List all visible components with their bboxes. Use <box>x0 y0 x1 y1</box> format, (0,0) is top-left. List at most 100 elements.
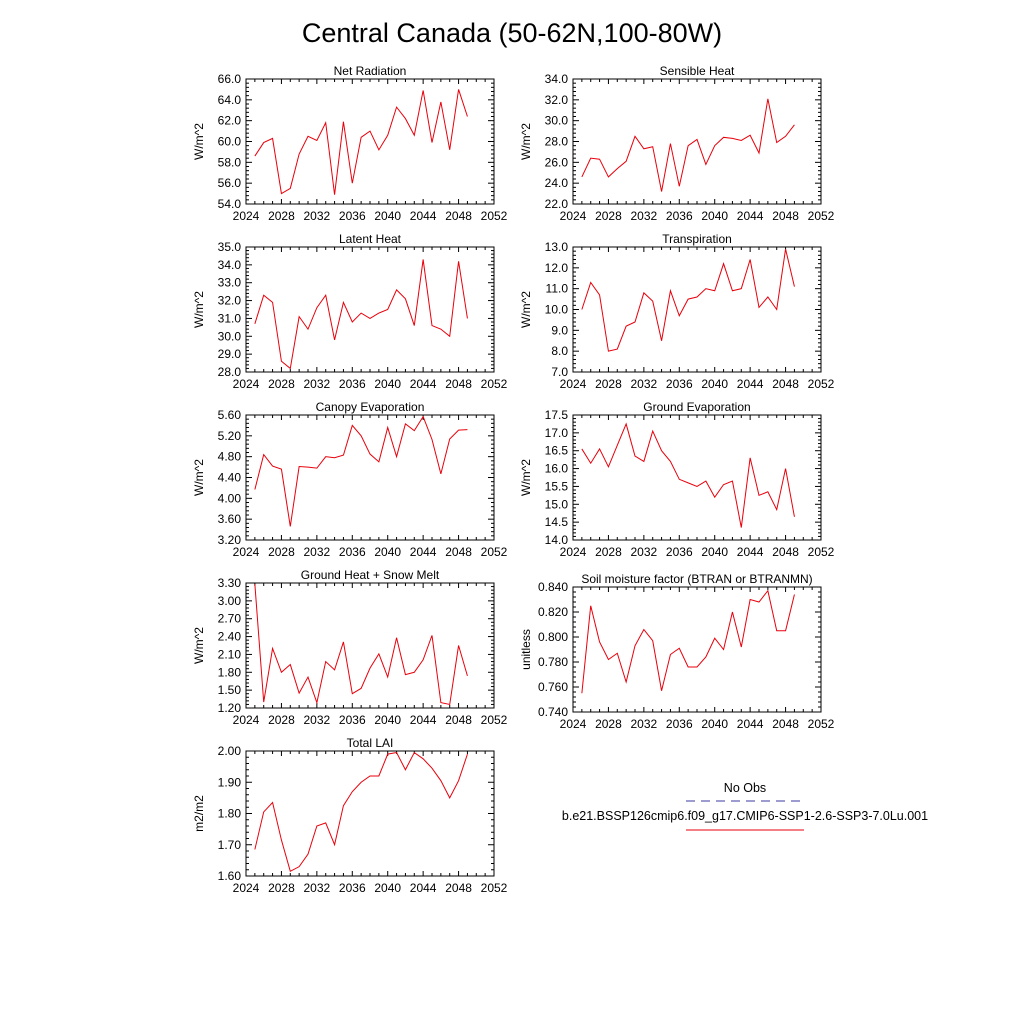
plot-frame <box>572 78 822 205</box>
x-tick-label: 2036 <box>666 377 693 391</box>
x-tick-label: 2036 <box>339 377 366 391</box>
y-tick-label: 60.0 <box>218 135 242 149</box>
x-tick-label: 2044 <box>737 545 764 559</box>
plot-frame <box>572 586 822 713</box>
x-tick-label: 2032 <box>631 545 658 559</box>
plot-frame <box>245 582 495 709</box>
x-tick-label: 2032 <box>631 377 658 391</box>
panel-9: Total LAI m2/m2 2024 2028 2032 2036 2040 2044 20… <box>192 736 508 895</box>
x-tick-label: 2044 <box>410 713 437 727</box>
y-tick-label: 15.0 <box>545 497 569 511</box>
x-tick-label: 2052 <box>481 209 508 223</box>
x-tick-label: 2048 <box>772 377 799 391</box>
x-tick-label: 2044 <box>737 717 764 731</box>
y-tick-label: 17.0 <box>545 426 569 440</box>
plot-frame <box>572 246 822 373</box>
series-line <box>254 415 468 527</box>
x-tick-label: 2036 <box>339 713 366 727</box>
y-tick-label: 0.840 <box>538 580 568 594</box>
series-line <box>581 422 795 528</box>
y-tick-label: 4.80 <box>218 450 242 464</box>
series-line <box>581 248 795 352</box>
x-tick-label: 2028 <box>268 713 295 727</box>
y-tick-label: 7.0 <box>551 365 568 379</box>
series-line <box>254 584 468 706</box>
panel-1: Net Radiation W/m^2 2024 2028 2032 2036 2040 20… <box>192 64 508 223</box>
x-tick-label: 2048 <box>445 209 472 223</box>
x-tick-label: 2048 <box>445 377 472 391</box>
panel-title: Total LAI <box>347 736 394 750</box>
legend-obs-label: No Obs <box>724 781 766 795</box>
x-tick-label: 2036 <box>666 209 693 223</box>
x-tick-label: 2040 <box>701 377 728 391</box>
panel-5: Canopy Evaporation W/m^2 2024 2028 2032 2036 2… <box>192 400 508 559</box>
x-tick-label: 2036 <box>666 545 693 559</box>
y-tick-label: 54.0 <box>218 197 242 211</box>
y-axis-label: W/m^2 <box>519 291 533 328</box>
x-tick-label: 2044 <box>410 209 437 223</box>
y-tick-label: 2.40 <box>218 630 242 644</box>
panel-8: Soil moisture factor (BTRAN or BTRANMN) u… <box>519 572 835 731</box>
y-axis-label: m2/m2 <box>192 795 206 832</box>
series-line <box>254 89 468 195</box>
panel-title: Canopy Evaporation <box>316 400 425 414</box>
series-line <box>254 751 468 873</box>
x-tick-label: 2036 <box>339 545 366 559</box>
y-tick-label: 2.70 <box>218 612 242 626</box>
x-tick-label: 2052 <box>481 377 508 391</box>
y-tick-label: 30.0 <box>545 114 569 128</box>
x-tick-label: 2048 <box>772 209 799 223</box>
y-axis-label: W/m^2 <box>192 123 206 160</box>
panel-7: Ground Heat + Snow Melt W/m^2 2024 2028 2032… <box>192 568 508 727</box>
y-tick-label: 3.00 <box>218 594 242 608</box>
x-tick-label: 2028 <box>268 545 295 559</box>
x-tick-label: 2024 <box>233 881 260 895</box>
y-tick-label: 11.0 <box>546 282 569 296</box>
x-tick-label: 2032 <box>304 545 331 559</box>
x-tick-label: 2052 <box>481 545 508 559</box>
x-tick-label: 2040 <box>374 545 401 559</box>
y-tick-label: 22.0 <box>545 197 569 211</box>
x-tick-label: 2024 <box>233 545 260 559</box>
x-tick-label: 2040 <box>701 717 728 731</box>
y-axis-label: W/m^2 <box>192 459 206 496</box>
x-tick-label: 2024 <box>560 545 587 559</box>
series-line <box>581 98 795 192</box>
y-tick-label: 28.0 <box>218 365 242 379</box>
x-tick-label: 2024 <box>233 377 260 391</box>
y-tick-label: 4.40 <box>218 471 242 485</box>
x-tick-label: 2024 <box>233 209 260 223</box>
plot-frame <box>245 246 495 373</box>
x-tick-label: 2028 <box>595 717 622 731</box>
x-tick-label: 2032 <box>304 209 331 223</box>
y-tick-label: 0.820 <box>538 605 568 619</box>
y-tick-label: 15.5 <box>545 479 569 493</box>
y-tick-label: 0.780 <box>538 655 568 669</box>
x-tick-label: 2032 <box>304 881 331 895</box>
x-tick-label: 2040 <box>374 377 401 391</box>
panel-4: Transpiration W/m^2 2024 2028 2032 2036 2040 20… <box>519 232 835 391</box>
x-tick-label: 2044 <box>410 881 437 895</box>
figure-title: Central Canada (50-62N,100-80W) <box>302 18 722 48</box>
panel-title: Transpiration <box>662 232 732 246</box>
y-axis-label: W/m^2 <box>519 123 533 160</box>
y-tick-label: 0.800 <box>538 630 568 644</box>
y-tick-label: 1.20 <box>218 701 242 715</box>
panel-title: Soil moisture factor (BTRAN or BTRANMN) <box>581 572 812 586</box>
x-tick-label: 2048 <box>772 545 799 559</box>
y-tick-label: 56.0 <box>218 176 242 190</box>
x-tick-label: 2040 <box>701 545 728 559</box>
y-tick-label: 32.0 <box>218 294 242 308</box>
y-tick-label: 2.10 <box>218 647 242 661</box>
panel-3: Latent Heat W/m^2 2024 2028 2032 2036 2040 2044… <box>192 232 508 391</box>
y-tick-label: 64.0 <box>218 93 242 107</box>
x-tick-label: 2040 <box>374 209 401 223</box>
x-tick-label: 2052 <box>808 545 835 559</box>
x-tick-label: 2040 <box>374 713 401 727</box>
y-tick-label: 14.0 <box>545 533 569 547</box>
y-tick-label: 8.0 <box>551 344 568 358</box>
panel-title: Net Radiation <box>334 64 407 78</box>
y-tick-label: 16.5 <box>545 444 569 458</box>
x-tick-label: 2036 <box>339 881 366 895</box>
